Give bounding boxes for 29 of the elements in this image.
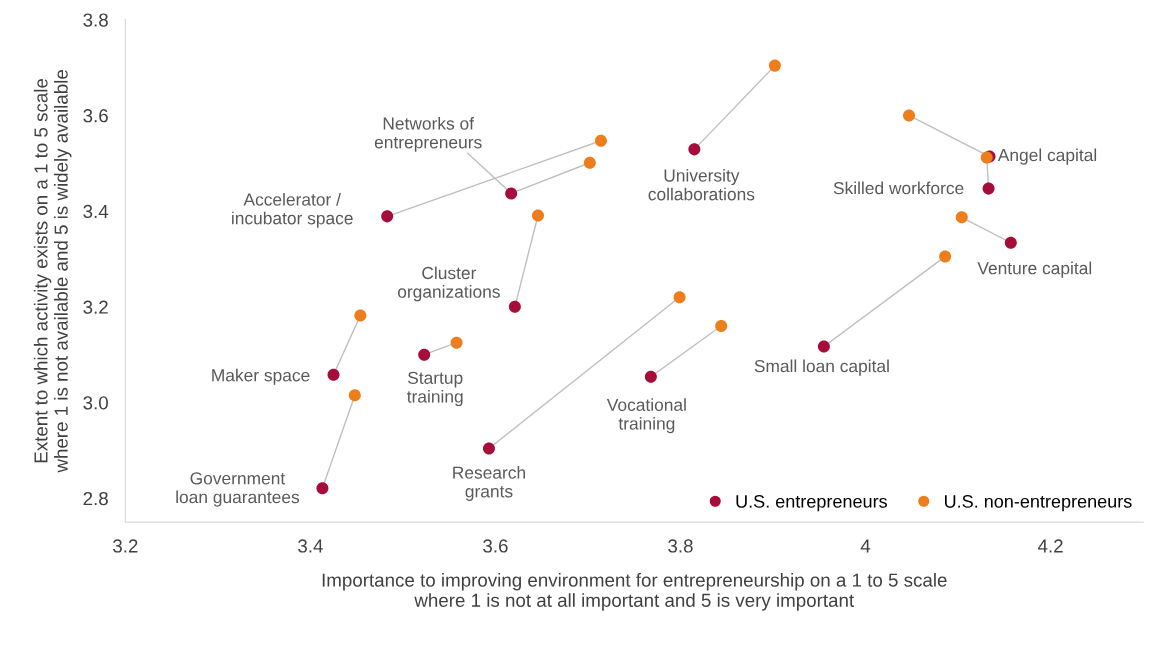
annotation: University collaborations (648, 168, 755, 201)
annotation: Vocational training (606, 398, 686, 434)
annotation: Networks of entrepreneurs (374, 116, 482, 152)
y-tick-label: 3.4 (83, 204, 109, 219)
x-tick-label: 3.2 (113, 539, 138, 553)
annotation: Venture capital (977, 261, 1092, 278)
annotation: Cluster organizations (397, 266, 500, 302)
annotation: Angel capital (997, 148, 1097, 165)
annotation: Small loan capital (754, 359, 889, 376)
x-tick-label: 4.2 (1037, 539, 1063, 553)
x-tick-label: 3.6 (483, 539, 508, 553)
x-tick-label: 3.4 (298, 539, 323, 553)
legend-label: U.S. non-entrepreneurs (944, 494, 1132, 512)
y-tick-label: 3.2 (83, 300, 108, 314)
legend-label: U.S. entrepreneurs (736, 494, 887, 512)
x-axis-title: Importance to improving environment for entrepreneurship on a 1 to 5 scale where 1 is not at all important and 5 is very important (322, 572, 947, 611)
y-axis-title: Extent to which activity exists on a 1 to 5 scale where 1 is not available and 5 is widely available (33, 70, 72, 473)
annotation: Government loan guarantees (176, 472, 300, 507)
annotation: Startup training (406, 371, 463, 407)
x-tick-label: 4 (860, 539, 871, 553)
x-tick-label: 3.8 (668, 539, 693, 553)
annotation: Accelerator / incubator space (232, 192, 353, 228)
annotation: Maker space (212, 368, 310, 385)
y-tick-label: 2.8 (83, 491, 108, 506)
annotation: Research grants (453, 466, 525, 501)
annotation: Skilled workforce (833, 181, 964, 195)
y-tick-label: 3.6 (83, 109, 108, 123)
y-tick-label: 3.0 (83, 396, 108, 410)
y-tick-label: 3.8 (83, 13, 108, 27)
